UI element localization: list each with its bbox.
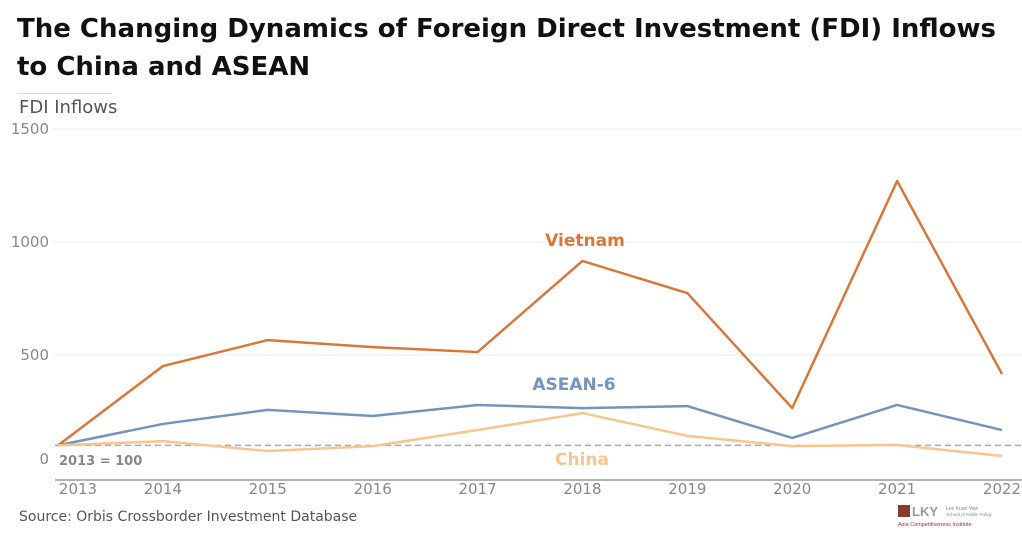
- chart-title: The Changing Dynamics of Foreign Direct …: [17, 14, 997, 82]
- lky-logo: LKY Lee Kuan Yew School of Public Policy…: [898, 504, 992, 528]
- x-tick-label: 2021: [878, 480, 916, 498]
- series-line-asean-6: [57, 403, 1003, 447]
- y-tick-label: 500: [20, 346, 49, 364]
- x-tick-label: 2016: [354, 480, 392, 498]
- logo-line1: Lee Kuan Yew: [946, 506, 978, 512]
- logo-mark: LKY: [912, 504, 938, 519]
- logo-line2: School of Public Policy: [946, 512, 992, 517]
- subtitle-divider: [17, 93, 112, 94]
- x-tick-label: 2017: [458, 480, 496, 498]
- x-tick-label: 2015: [249, 480, 287, 498]
- y-tick-label: 0: [39, 450, 49, 468]
- y-tick-label: 1500: [11, 120, 49, 138]
- x-tick-label: 2018: [563, 480, 601, 498]
- x-tick-label: 2019: [668, 480, 706, 498]
- series-label: China: [555, 450, 609, 470]
- x-tick-label: 2014: [144, 480, 182, 498]
- x-tick-label: 2022: [983, 480, 1021, 498]
- x-tick-label: 2020: [773, 480, 811, 498]
- series-line-vietnam: [57, 179, 1004, 447]
- logo-line3: Asia Competitiveness Institute: [898, 522, 972, 528]
- series-label: Vietnam: [545, 231, 625, 251]
- y-tick-label: 1000: [11, 233, 49, 251]
- source-note: Source: Orbis Crossborder Investment Dat…: [19, 509, 358, 525]
- x-tick-label: 2013: [59, 480, 97, 498]
- series-label: ASEAN-6: [532, 375, 615, 395]
- reference-label: 2013 = 100: [59, 454, 142, 469]
- y-axis-title: FDI Inflows: [19, 97, 118, 118]
- series-line-china: [57, 411, 1003, 458]
